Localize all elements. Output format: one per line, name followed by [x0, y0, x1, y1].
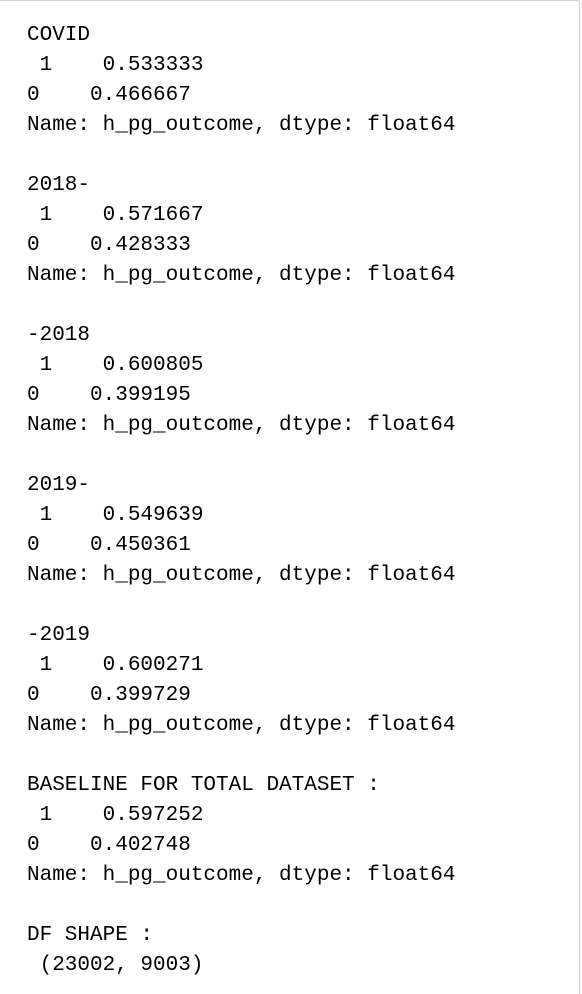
output-line: BASELINE FOR TOTAL DATASET : [27, 774, 380, 797]
stdout-text: COVID 1 0.533333 0 0.466667 Name: h_pg_out… [27, 21, 455, 981]
output-line: 2019- [27, 474, 91, 497]
output-line: 1 0.533333 [27, 54, 204, 77]
output-line: COVID [27, 24, 91, 47]
output-line: 0 0.402748 [27, 834, 191, 857]
output-line [27, 291, 455, 321]
output-line: 1 0.600805 [27, 354, 204, 377]
output-line: 1 0.549639 [27, 504, 204, 527]
output-line: Name: h_pg_outcome, dtype: float64 [27, 864, 456, 887]
output-line: Name: h_pg_outcome, dtype: float64 [27, 264, 456, 287]
output-line: 1 0.600271 [27, 654, 204, 677]
output-line: 0 0.428333 [27, 234, 191, 257]
output-line: 0 0.399195 [27, 384, 191, 407]
output-line: -2019 [27, 624, 91, 647]
output-line [27, 441, 455, 471]
output-line: Name: h_pg_outcome, dtype: float64 [27, 564, 456, 587]
output-line [27, 591, 455, 621]
output-line: 2018- [27, 174, 91, 197]
output-line: 0 0.399729 [27, 684, 191, 707]
output-line [27, 741, 455, 771]
output-line: 0 0.466667 [27, 84, 191, 107]
output-line: Name: h_pg_outcome, dtype: float64 [27, 714, 456, 737]
output-line [27, 891, 455, 921]
output-line: 1 0.597252 [27, 804, 204, 827]
output-line: 0 0.450361 [27, 534, 191, 557]
output-line: DF SHAPE : [27, 924, 154, 947]
output-line: Name: h_pg_outcome, dtype: float64 [27, 114, 456, 137]
output-line: 1 0.571667 [27, 204, 204, 227]
output-line [27, 141, 455, 171]
output-line: (23002, 9003) [27, 954, 204, 977]
output-line: Name: h_pg_outcome, dtype: float64 [27, 414, 456, 437]
output-line: -2018 [27, 324, 91, 347]
